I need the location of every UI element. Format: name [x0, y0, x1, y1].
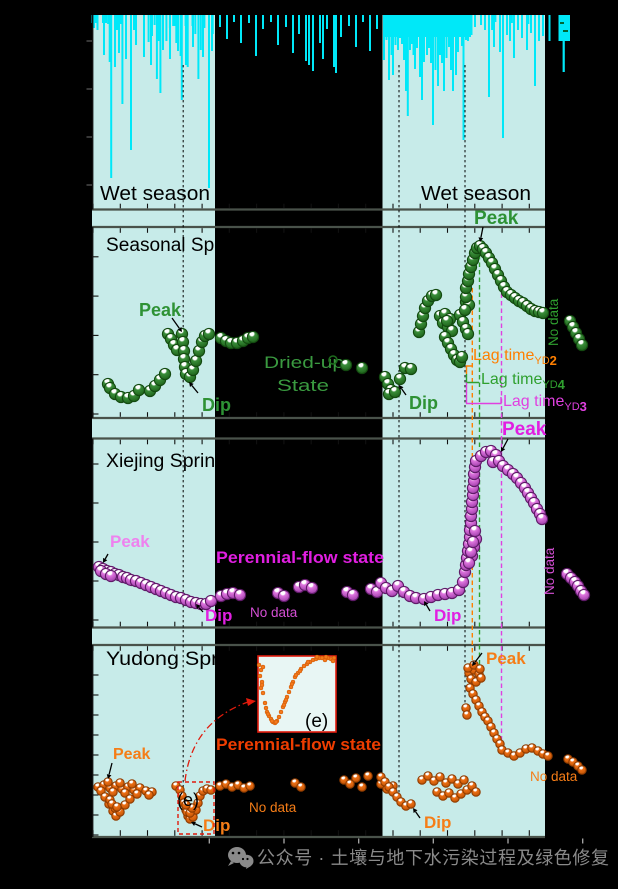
- svg-text:Perennial-flow state: Perennial-flow state: [216, 549, 384, 567]
- svg-text:Dip: Dip: [409, 393, 438, 413]
- svg-text:Dried-up: Dried-up: [264, 353, 344, 372]
- svg-text:No data: No data: [530, 769, 578, 784]
- svg-text:Wet season: Wet season: [421, 183, 531, 205]
- svg-text:Wet season: Wet season: [100, 183, 210, 205]
- svg-text:(e): (e): [305, 711, 328, 732]
- svg-text:Xiejing Spring: Xiejing Spring: [106, 451, 226, 472]
- svg-text:Yudong Spring: Yudong Spring: [106, 649, 247, 670]
- svg-text:公众号 · 土壤与地下水污染过程及绿色修复: 公众号 · 土壤与地下水污染过程及绿色修复: [257, 848, 610, 868]
- svg-text:Peak: Peak: [113, 746, 150, 763]
- svg-text:Dip: Dip: [203, 816, 230, 835]
- svg-text:No data: No data: [542, 547, 557, 595]
- svg-text:No data: No data: [249, 800, 297, 815]
- svg-text:Dip: Dip: [434, 606, 461, 625]
- svg-text:Peak: Peak: [486, 649, 526, 668]
- svg-text:Dip: Dip: [202, 395, 231, 415]
- svg-text:(e): (e): [177, 790, 199, 810]
- svg-text:Dip: Dip: [424, 813, 451, 832]
- svg-text:Dip: Dip: [205, 606, 232, 625]
- svg-text:No data: No data: [546, 298, 561, 346]
- svg-text:Peak: Peak: [502, 419, 547, 440]
- svg-text:No data: No data: [250, 605, 298, 620]
- svg-text:Peak: Peak: [474, 208, 519, 229]
- svg-text:Peak: Peak: [110, 532, 150, 551]
- svg-text:State: State: [277, 376, 329, 395]
- svg-text:Seasonal Spring: Seasonal Spring: [106, 235, 246, 256]
- svg-text:Perennial-flow state: Perennial-flow state: [216, 736, 381, 754]
- svg-text:Peak: Peak: [139, 300, 182, 320]
